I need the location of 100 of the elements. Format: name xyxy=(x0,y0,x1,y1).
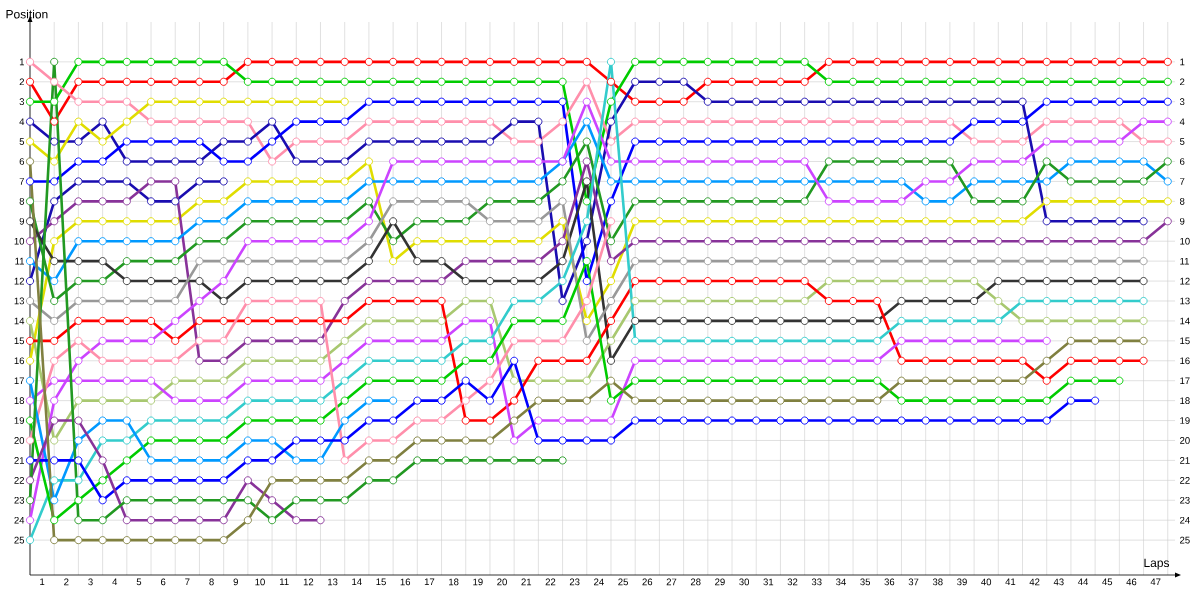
point xyxy=(340,117,349,126)
x-tick-label: 9 xyxy=(233,578,238,586)
point xyxy=(897,296,906,306)
y2-tick-label: 3 xyxy=(1179,98,1185,106)
point xyxy=(389,157,398,166)
point xyxy=(994,97,1003,106)
point xyxy=(703,336,712,345)
point xyxy=(98,396,107,405)
point xyxy=(146,137,156,146)
point xyxy=(994,416,1003,425)
point xyxy=(1091,356,1100,365)
point xyxy=(1139,77,1148,86)
point xyxy=(631,257,640,266)
point xyxy=(74,476,83,485)
point xyxy=(413,356,422,365)
point xyxy=(824,277,833,286)
y-tick-label: 25 xyxy=(14,536,25,544)
point xyxy=(679,197,688,206)
point xyxy=(1018,157,1027,166)
point xyxy=(50,516,59,525)
x-tick-label: 44 xyxy=(1077,578,1089,586)
point xyxy=(171,177,180,186)
point xyxy=(146,296,156,306)
point xyxy=(703,277,712,286)
point xyxy=(1066,316,1075,325)
point xyxy=(849,257,858,266)
point xyxy=(510,336,519,345)
point xyxy=(171,157,180,166)
point xyxy=(389,197,398,206)
point xyxy=(534,396,543,405)
point xyxy=(195,137,204,146)
point xyxy=(655,356,664,365)
y2-tick-label: 16 xyxy=(1180,357,1190,365)
point xyxy=(970,177,979,186)
point xyxy=(558,436,567,445)
point xyxy=(606,77,616,86)
point xyxy=(219,456,228,465)
point xyxy=(703,117,712,126)
point xyxy=(316,516,325,525)
point xyxy=(171,97,180,106)
point xyxy=(582,296,591,306)
point xyxy=(219,336,228,345)
point xyxy=(364,316,373,325)
point xyxy=(243,376,252,385)
point xyxy=(655,77,664,86)
point xyxy=(1018,77,1027,86)
point xyxy=(292,237,301,246)
point xyxy=(679,296,688,306)
y-tick-label: 12 xyxy=(14,277,25,285)
point xyxy=(510,257,519,266)
point xyxy=(534,257,543,266)
point xyxy=(437,277,446,286)
y-tick-label: 15 xyxy=(14,337,25,345)
point xyxy=(50,57,59,66)
point xyxy=(558,177,567,186)
point xyxy=(582,77,591,86)
point xyxy=(1091,117,1100,126)
point xyxy=(897,77,906,86)
point xyxy=(873,336,882,345)
point xyxy=(413,396,422,405)
point xyxy=(510,237,519,246)
point xyxy=(1018,296,1027,306)
point xyxy=(50,77,59,86)
point xyxy=(122,436,131,445)
point xyxy=(752,157,761,166)
point xyxy=(582,277,591,286)
point xyxy=(25,336,35,345)
point xyxy=(195,336,204,345)
point xyxy=(243,217,252,226)
point xyxy=(727,257,737,266)
point xyxy=(25,376,35,385)
point xyxy=(897,277,906,286)
x-tick-label: 2 xyxy=(64,578,69,586)
point xyxy=(340,376,349,385)
point xyxy=(243,117,252,126)
point xyxy=(146,257,156,266)
point xyxy=(582,356,591,365)
point xyxy=(1066,197,1075,206)
point xyxy=(389,356,398,365)
point xyxy=(122,476,131,485)
point xyxy=(873,356,882,365)
point xyxy=(461,57,470,66)
point xyxy=(50,137,59,146)
point xyxy=(316,157,325,166)
point xyxy=(897,57,906,66)
point xyxy=(146,117,156,126)
y2-tick-label: 24 xyxy=(1180,516,1190,524)
point xyxy=(268,77,277,86)
point xyxy=(558,456,567,465)
point xyxy=(268,296,277,306)
point xyxy=(25,77,35,86)
point xyxy=(1042,57,1051,66)
y-tick-label: 1 xyxy=(19,58,25,66)
point xyxy=(389,296,398,306)
point xyxy=(122,57,131,66)
point xyxy=(897,157,906,166)
point xyxy=(510,97,519,106)
point xyxy=(25,476,35,485)
point xyxy=(800,157,809,166)
point xyxy=(74,277,83,286)
